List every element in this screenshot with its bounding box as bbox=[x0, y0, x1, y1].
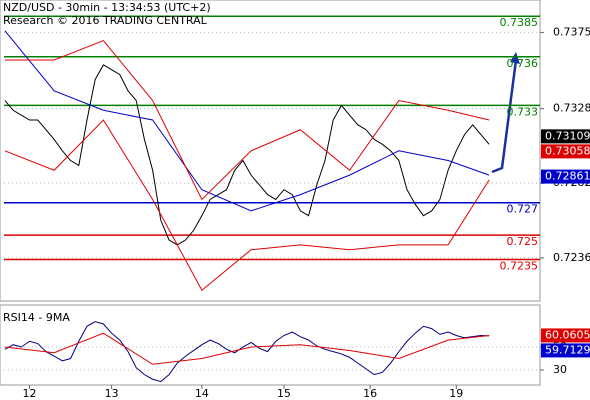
price-tag-label: 60.0605 bbox=[545, 328, 590, 341]
price-tag bbox=[541, 144, 590, 159]
price-tag bbox=[541, 343, 590, 358]
indicator-line bbox=[4, 332, 490, 365]
price-line bbox=[4, 321, 490, 383]
level-label: 0.736 bbox=[507, 57, 539, 70]
price-tag bbox=[541, 328, 590, 343]
y-tick-label: 0.7236 bbox=[553, 251, 590, 264]
x-tick-label: 19 bbox=[449, 387, 463, 400]
x-tick-label: 13 bbox=[105, 387, 119, 400]
forecast-arrow bbox=[491, 59, 518, 174]
level-label: 0.733 bbox=[507, 105, 539, 118]
main-panel-frame bbox=[0, 0, 541, 302]
price-tag-label: 0.73058 bbox=[545, 144, 590, 157]
forecast-arrow-head bbox=[510, 52, 520, 64]
x-tick-label: 14 bbox=[195, 387, 209, 400]
rsi-title: RSI14 - 9MA bbox=[3, 311, 70, 324]
level-label: 0.7235 bbox=[500, 259, 539, 272]
price-tag-label: 0.72861 bbox=[545, 170, 590, 183]
rsi-panel-frame bbox=[0, 304, 541, 386]
x-tick-label: 12 bbox=[23, 387, 37, 400]
y-tick-label: 0.7375 bbox=[553, 25, 590, 38]
level-label: 0.7385 bbox=[500, 16, 539, 29]
x-tick-label: 16 bbox=[363, 387, 377, 400]
indicator-line bbox=[4, 30, 490, 212]
y-tick-label: 30 bbox=[553, 363, 567, 376]
indicator-line bbox=[4, 119, 490, 292]
x-tick-label: 15 bbox=[277, 387, 291, 400]
price-tag-label: 0.73109 bbox=[545, 129, 590, 142]
price-line bbox=[4, 64, 490, 246]
level-label: 0.727 bbox=[507, 203, 539, 216]
chart-title: NZD/USD - 30min - 13:34:53 (UTC+2) bbox=[3, 1, 211, 14]
price-tag bbox=[541, 129, 590, 144]
price-tag-label: 59.7129 bbox=[545, 343, 590, 356]
price-tag bbox=[541, 169, 590, 184]
indicator-line bbox=[4, 39, 490, 201]
level-label: 0.725 bbox=[507, 235, 539, 248]
y-tick-label: 0.7328 bbox=[553, 102, 590, 115]
chart-subtitle: Research © 2016 TRADING CENTRAL bbox=[3, 14, 208, 27]
